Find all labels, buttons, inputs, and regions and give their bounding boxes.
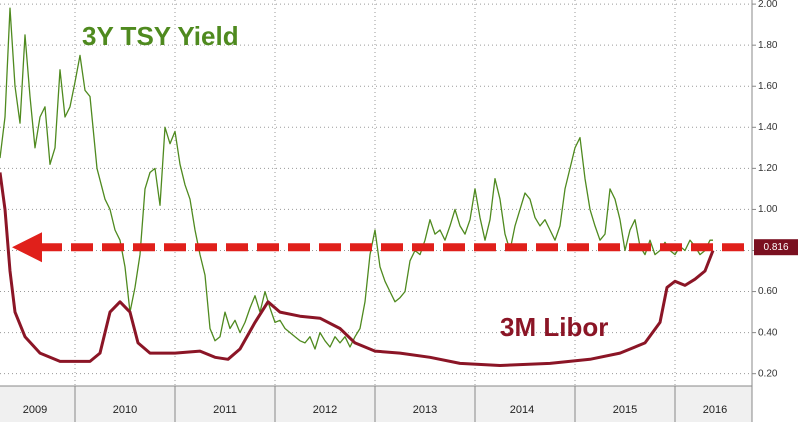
x-axis-band — [0, 386, 752, 422]
reference-arrowhead — [12, 232, 42, 263]
y-tick-label: 1.00 — [758, 204, 778, 215]
y-tick-label: 0.20 — [758, 368, 778, 379]
y-tick-label: 1.60 — [758, 81, 778, 92]
y-tick-label: 2.00 — [758, 0, 778, 10]
annotation: 3M Libor — [500, 312, 608, 342]
x-tick-label: 2014 — [510, 404, 534, 416]
y-tick-label: 1.20 — [758, 163, 778, 174]
series-line — [0, 172, 715, 367]
x-tick-label: 2009 — [23, 404, 47, 416]
x-tick-label: 2010 — [113, 404, 137, 416]
y-tick-label: 1.80 — [758, 40, 778, 51]
series-line — [0, 7, 713, 350]
y-tick-label: 0.40 — [758, 327, 778, 338]
y-tick-label: 0.60 — [758, 286, 778, 297]
x-tick-label: 2016 — [703, 404, 727, 416]
x-tick-label: 2015 — [613, 404, 637, 416]
reference-label: 0.816 — [763, 242, 788, 253]
annotation: 3Y TSY Yield — [82, 21, 239, 51]
reference-label-box — [754, 239, 798, 256]
x-tick-label: 2012 — [313, 404, 337, 416]
x-tick-label: 2013 — [413, 404, 437, 416]
x-tick-label: 2011 — [213, 404, 237, 416]
y-tick-label: 1.40 — [758, 122, 778, 133]
